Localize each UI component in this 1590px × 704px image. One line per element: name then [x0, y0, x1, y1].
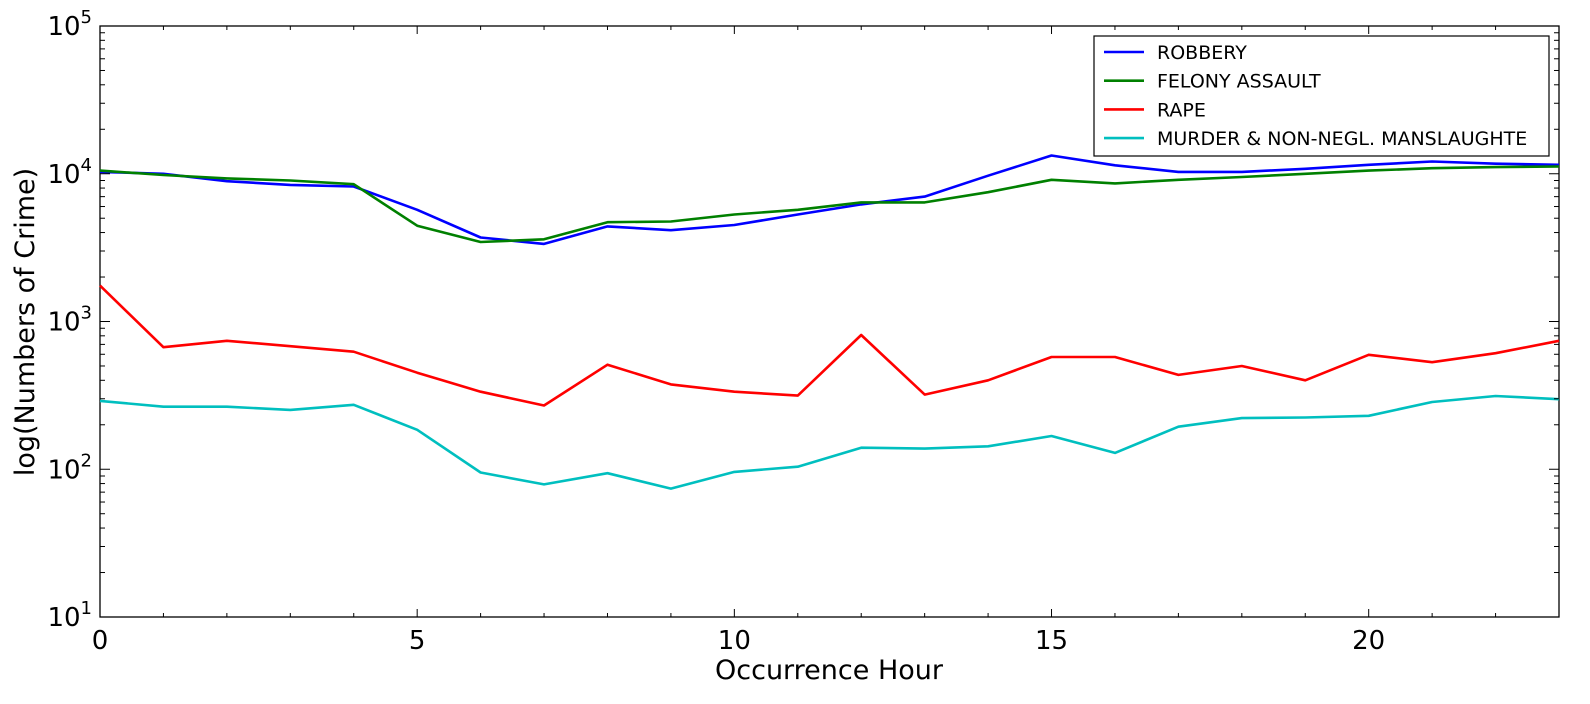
y-tick-label: 101	[47, 598, 92, 633]
legend-box	[1093, 35, 1550, 157]
x-axis-label: Occurrence Hour	[715, 655, 944, 686]
series-line-2	[99, 165, 1560, 244]
legend-label: FELONY ASSAULT	[1157, 71, 1321, 93]
x-tick-label: 10	[718, 626, 751, 656]
y-tick-label: 103	[47, 303, 92, 338]
y-tick-label: 105	[47, 7, 92, 42]
series-lines	[99, 154, 1560, 490]
series-line-4	[99, 394, 1560, 490]
y-tick-label: 102	[47, 450, 92, 485]
legend: ROBBERY FELONY ASSAULT RAPE MURDER & NON-NE…	[1093, 35, 1550, 157]
legend-label: ROBBERY	[1157, 42, 1247, 64]
y-axis-label: log(Numbers of Crime)	[10, 168, 41, 476]
axis-ticks	[99, 25, 1560, 618]
legend-label: RAPE	[1157, 99, 1206, 121]
legend-label: MURDER & NON-NEGL. MANSLAUGHTE	[1157, 128, 1527, 150]
x-tick-label: 15	[1035, 626, 1068, 656]
tick-labels: 0 5 10 15 20 101 102 103 104 105	[47, 7, 1385, 656]
x-tick-label: 20	[1352, 626, 1385, 656]
x-tick-label: 0	[92, 626, 109, 656]
x-tick-label: 5	[409, 626, 426, 656]
series-line-3	[99, 284, 1560, 407]
series-line-1	[99, 154, 1560, 246]
y-tick-label: 104	[47, 155, 92, 190]
